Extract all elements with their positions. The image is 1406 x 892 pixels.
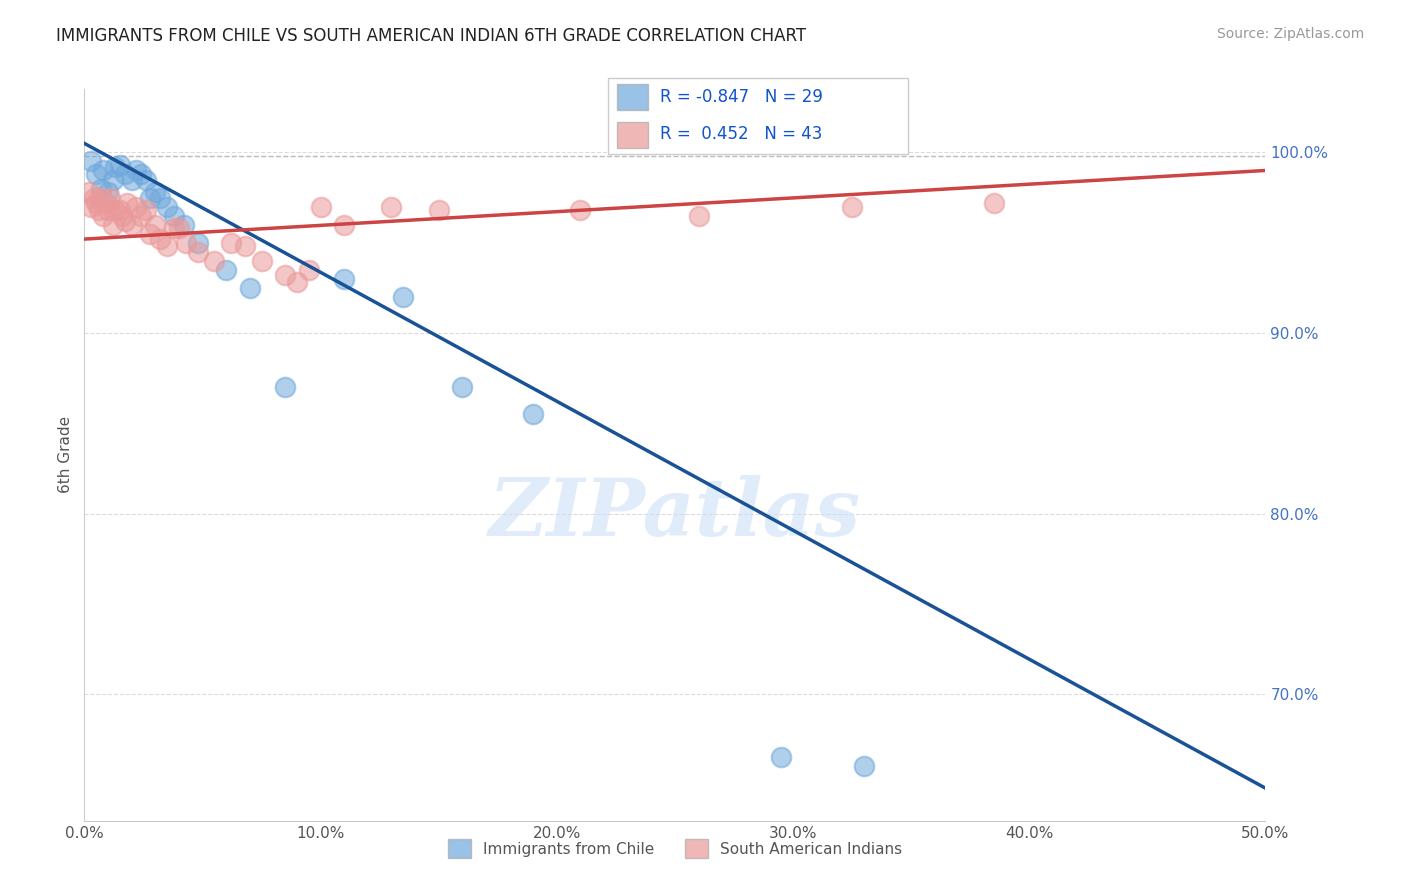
Legend: Immigrants from Chile, South American Indians: Immigrants from Chile, South American In… (441, 833, 908, 864)
Point (239, 281, 262, 295)
Point (139, 190, 162, 204)
Point (143, 185, 166, 199)
Point (174, 235, 197, 250)
Point (129, 209, 152, 223)
Point (569, 203, 592, 218)
Point (121, 218, 143, 232)
Point (274, 380, 297, 394)
Text: R = -0.847   N = 29: R = -0.847 N = 29 (661, 87, 823, 105)
Point (97, 185, 120, 199)
Point (167, 221, 190, 235)
Point (90, 181, 112, 195)
Point (114, 167, 136, 181)
Point (173, 218, 195, 232)
Point (108, 158, 131, 172)
Bar (617, 121, 648, 148)
Point (135, 172, 157, 186)
Point (98, 190, 121, 204)
Point (125, 200, 148, 214)
Point (163, 209, 186, 223)
Point (841, 200, 863, 214)
Point (285, 276, 308, 290)
Point (77, 185, 100, 199)
Text: Source: ZipAtlas.com: Source: ZipAtlas.com (1216, 27, 1364, 41)
Point (97, 203, 120, 218)
Point (87, 203, 110, 218)
Point (156, 239, 179, 253)
Point (333, 218, 356, 232)
Y-axis label: 6th Grade: 6th Grade (58, 417, 73, 493)
Point (187, 235, 209, 250)
Point (121, 172, 143, 186)
Text: R =  0.452   N = 43: R = 0.452 N = 43 (661, 126, 823, 144)
Point (983, 196, 1005, 211)
Point (149, 232, 172, 246)
Point (80, 154, 103, 169)
Point (139, 227, 162, 241)
Point (380, 200, 402, 214)
Point (84, 196, 107, 211)
Point (219, 235, 242, 250)
Point (770, 750, 793, 764)
Point (114, 214, 136, 228)
Point (427, 203, 450, 218)
Point (125, 163, 148, 178)
Point (135, 203, 157, 218)
Text: IMMIGRANTS FROM CHILE VS SOUTH AMERICAN INDIAN 6TH GRADE CORRELATION CHART: IMMIGRANTS FROM CHILE VS SOUTH AMERICAN … (56, 27, 807, 45)
Point (94, 196, 117, 211)
Bar (617, 84, 648, 111)
Text: ZIPatlas: ZIPatlas (489, 475, 860, 552)
Point (309, 200, 332, 214)
Point (392, 290, 415, 304)
Point (90, 190, 112, 204)
Point (233, 239, 256, 253)
Point (451, 380, 474, 394)
Point (298, 262, 321, 277)
Point (108, 203, 131, 218)
Point (688, 209, 710, 223)
Point (187, 244, 209, 259)
Point (104, 160, 127, 174)
Point (111, 209, 134, 223)
Point (333, 272, 356, 286)
Point (91, 163, 114, 178)
Point (143, 218, 166, 232)
Point (83, 190, 105, 204)
Point (149, 190, 172, 204)
Point (84, 167, 107, 181)
FancyBboxPatch shape (607, 78, 908, 154)
Point (129, 167, 152, 181)
Point (101, 172, 124, 186)
Point (852, 759, 875, 773)
Point (215, 262, 238, 277)
Point (163, 221, 186, 235)
Point (274, 268, 297, 283)
Point (91, 209, 114, 223)
Point (115, 196, 138, 211)
Point (104, 203, 127, 218)
Point (80, 200, 103, 214)
Point (156, 200, 179, 214)
Point (202, 253, 225, 268)
Point (522, 407, 544, 421)
Point (250, 253, 273, 268)
Point (101, 218, 124, 232)
